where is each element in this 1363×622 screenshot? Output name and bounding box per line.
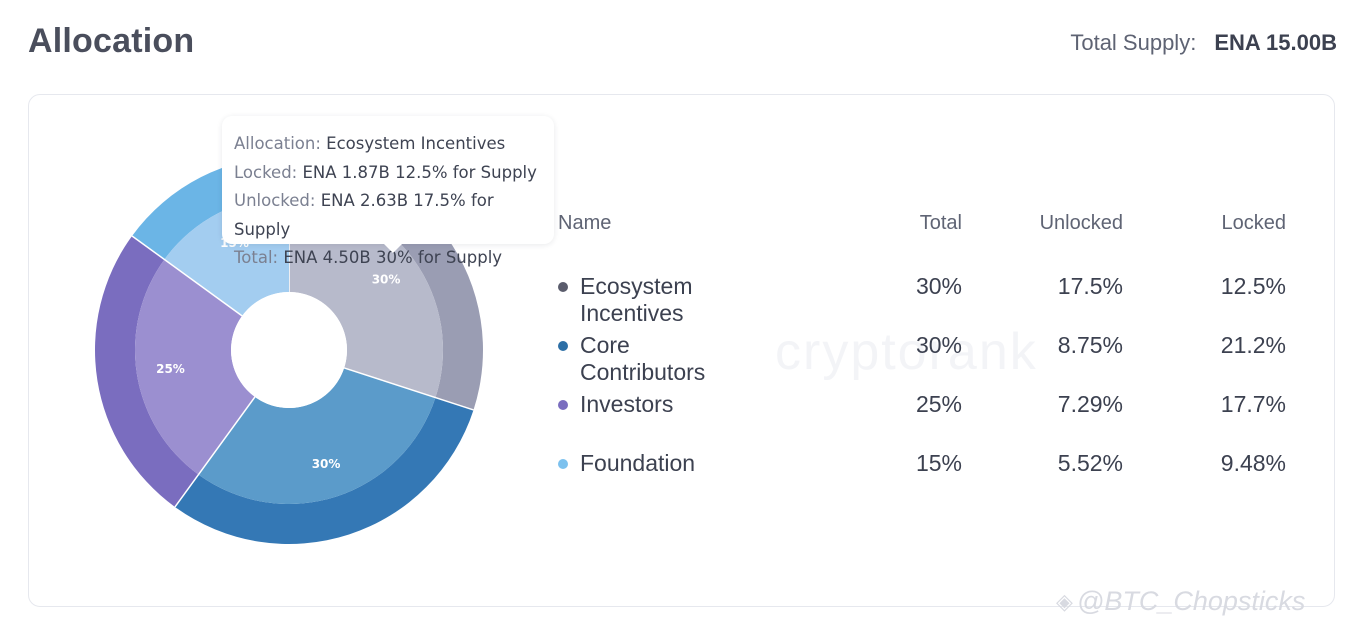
row-name: Ecosystem Incentives [580,273,693,326]
tooltip-total-value: ENA 4.50B 30% for Supply [283,248,503,267]
outer-slice-investors[interactable] [95,235,199,507]
row-unlocked: 5.52% [1057,450,1123,476]
column-header-locked[interactable]: Locked [1221,212,1287,234]
slice-label-ecosystem-incentives: 30% [372,272,401,286]
inner-slice-investors[interactable] [135,259,255,475]
diamond-logo-icon: ◈ [1056,588,1073,614]
author-credit: ◈ @BTC_Chopsticks [1056,586,1305,617]
inner-slice-ecosystem-incentives[interactable] [289,196,443,398]
inner-slice-core-contributors[interactable] [198,367,436,505]
row-total: 30% [915,332,962,358]
tooltip-allocation-value: Ecosystem Incentives [326,134,506,153]
row-name: Core Contributors [580,332,706,385]
row-total: 30% [915,273,962,299]
legend-dot [558,282,568,292]
outer-slice-core-contributors[interactable] [174,397,474,544]
tooltip-unlocked: Unlocked: ENA 2.63B 17.5% for Supply [234,187,542,244]
tooltip-locked-label: Locked: [234,162,298,182]
tooltip-pointer [384,244,402,253]
row-unlocked: 7.29% [1057,391,1123,417]
tooltip-total-label: Total: [234,248,279,267]
row-name: Foundation [580,450,696,476]
tooltip-total: Total: ENA 4.50B 30% for Supply [234,244,542,273]
row-locked: 12.5% [1220,273,1286,299]
tooltip-allocation: Allocation: Ecosystem Incentives [234,130,542,159]
tooltip-unlocked-value: ENA 2.63B 17.5% for Supply [234,191,494,239]
watermark: cryptorank [775,323,1038,381]
slice-label-core-contributors: 30% [312,457,341,471]
slice-separator [174,396,256,508]
chart-tooltip: Allocation: Ecosystem Incentives Locked:… [222,116,554,267]
column-header-total[interactable]: Total [919,212,962,234]
row-locked: 17.7% [1220,391,1286,417]
row-total: 25% [915,391,962,417]
page-title: Allocation [28,22,195,60]
row-locked: 21.2% [1220,332,1286,358]
legend-dot [558,459,568,469]
tooltip-unlocked-label: Unlocked: [234,191,316,210]
row-total: 15% [915,450,962,476]
tooltip-locked-value: ENA 1.87B 12.5% for Supply [302,162,537,182]
total-supply: Total Supply: ENA 15.00B [1070,30,1337,56]
total-supply-value: ENA 15.00B [1214,30,1337,55]
row-locked: 9.48% [1220,450,1286,476]
column-header-unlocked[interactable]: Unlocked [1039,212,1123,234]
column-header-name[interactable]: Name [558,212,612,234]
tooltip-locked: Locked: ENA 1.87B 12.5% for Supply [234,159,542,188]
slice-label-investors: 25% [156,362,185,376]
slice-separator [131,235,243,317]
tooltip-allocation-label: Allocation: [234,134,321,153]
author-credit-text: @BTC_Chopsticks [1076,586,1306,616]
allocation-donut-chart[interactable]: 30%30%25%15% [0,0,600,622]
legend-dot [558,400,568,410]
donut-hole [231,292,347,408]
legend-dot [558,341,568,351]
row-unlocked: 17.5% [1057,273,1123,299]
total-supply-label: Total Supply: [1070,30,1197,55]
slice-separator [343,367,474,411]
row-unlocked: 8.75% [1057,332,1123,358]
row-name: Investors [580,391,674,417]
